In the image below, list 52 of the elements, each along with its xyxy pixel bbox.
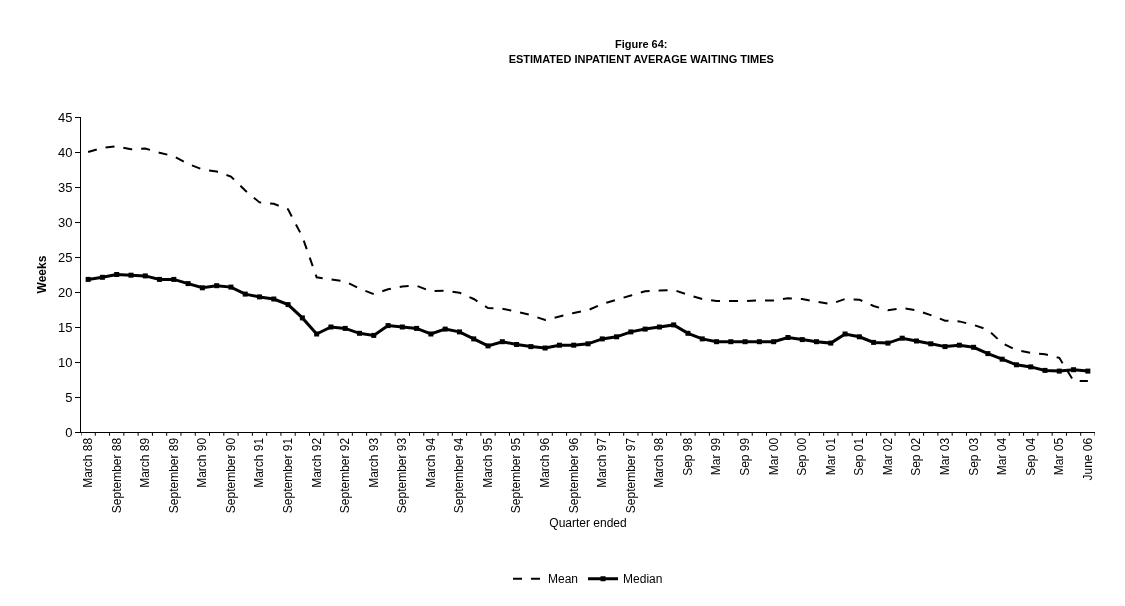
x-tick-label: March 93 xyxy=(366,437,381,488)
x-tick-label: September 94 xyxy=(452,437,467,514)
x-tick-label: September 91 xyxy=(280,437,295,514)
y-tick-label: 30 xyxy=(57,214,73,230)
x-tick-label: Sep 04 xyxy=(1023,437,1038,476)
x-tick-label: September 93 xyxy=(395,437,410,514)
x-tick-label: Sep 99 xyxy=(738,437,752,476)
x-tick-label: March 88 xyxy=(81,437,96,488)
x-tick-label: September 96 xyxy=(566,437,581,514)
x-tick-label: Mar 05 xyxy=(1052,437,1067,476)
x-tick-label: March 95 xyxy=(480,437,495,488)
y-tick-label: 5 xyxy=(65,389,73,405)
y-tick-label: 40 xyxy=(57,144,73,160)
x-axis-title: Quarter ended xyxy=(549,516,627,531)
y-tick-label: 20 xyxy=(57,284,73,300)
x-tick-label: March 92 xyxy=(309,437,324,488)
x-tick-label: Sep 98 xyxy=(680,437,695,476)
y-tick-label: 10 xyxy=(57,354,73,370)
x-tick-label: Mar 00 xyxy=(766,437,781,476)
x-tick-label: Mar 02 xyxy=(880,437,895,476)
x-tick-label: September 89 xyxy=(166,437,181,514)
legend-label: Mean xyxy=(548,572,579,587)
x-tick-label: March 90 xyxy=(195,437,210,488)
x-tick-label: Mar 04 xyxy=(995,437,1010,476)
y-tick-label: 25 xyxy=(57,249,73,265)
x-tick-label: Sep 03 xyxy=(966,437,981,476)
x-tick-label: June 06 xyxy=(1080,437,1095,481)
x-tick-label: Sep 02 xyxy=(909,437,924,476)
x-tick-label: Mar 99 xyxy=(709,437,724,476)
y-tick-label: 45 xyxy=(57,109,73,125)
y-axis-title: Weeks xyxy=(35,255,50,294)
legend-label: Median xyxy=(623,572,663,587)
chart-title: Figure 64: ESTIMATED INPATIENT AVERAGE WAITING TIMES xyxy=(508,38,774,65)
x-tick-label: Mar 01 xyxy=(823,437,838,476)
x-tick-label: Sep 00 xyxy=(795,437,810,476)
y-tick-label: 35 xyxy=(57,179,73,195)
x-tick-label: Mar 03 xyxy=(937,437,952,476)
line-series xyxy=(87,145,1089,382)
x-tick-label: March 98 xyxy=(652,437,667,488)
x-tick-label: September 88 xyxy=(109,437,124,514)
x-tick-label: September 92 xyxy=(338,437,353,514)
y-tick-label: 0 xyxy=(65,424,73,440)
x-tick-label: Sep 01 xyxy=(852,437,867,476)
x-tick-label: September 97 xyxy=(623,437,638,514)
x-tick-label: March 91 xyxy=(252,437,267,488)
x-tick-label: March 96 xyxy=(538,437,553,488)
x-tick-label: March 94 xyxy=(423,437,438,488)
x-tick-label: September 95 xyxy=(509,437,524,514)
x-tick-label: March 97 xyxy=(595,437,610,488)
y-tick-label: 15 xyxy=(57,319,73,335)
x-tick-label: March 89 xyxy=(138,437,153,488)
x-tick-label: September 90 xyxy=(223,437,238,514)
